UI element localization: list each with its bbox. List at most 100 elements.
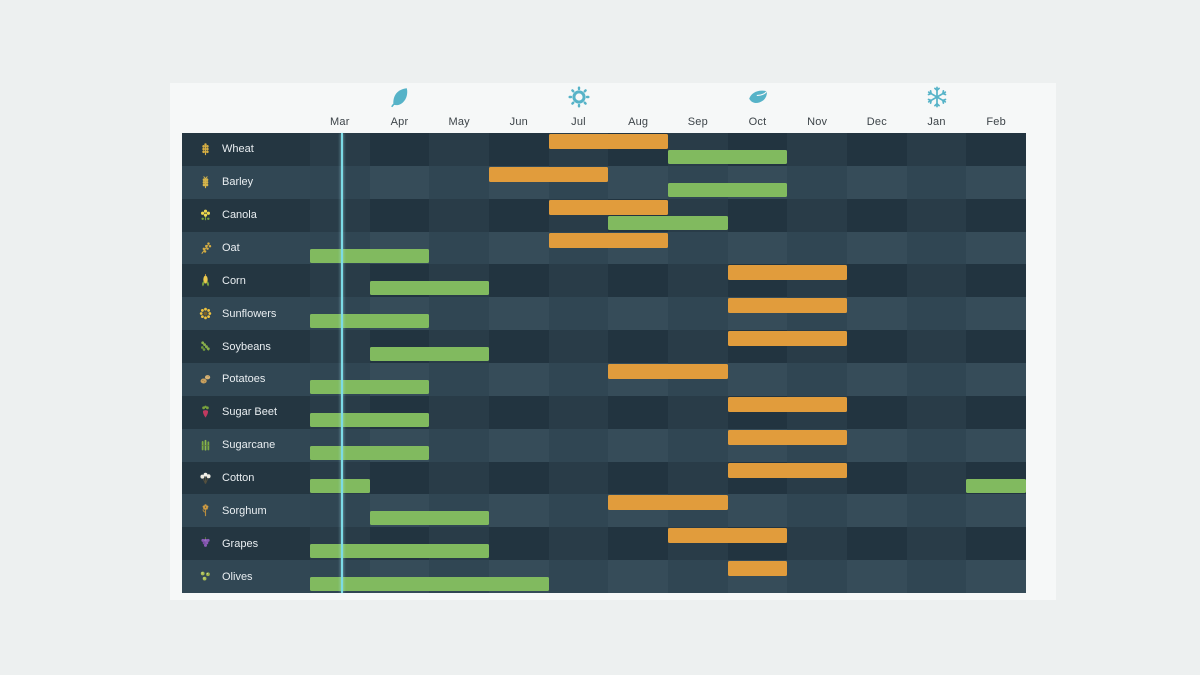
grid-cell [966, 198, 1027, 232]
crop-name: Sunflowers [222, 307, 277, 320]
grid-cell [966, 264, 1027, 298]
plant-bar [668, 150, 788, 164]
canola-icon [198, 208, 213, 223]
harvest-bar [727, 298, 847, 314]
plant-bar [369, 511, 489, 526]
crop-label-cell: Potatoes [182, 363, 310, 396]
grid-cell [966, 165, 1027, 199]
grid-cell [489, 395, 549, 429]
bars-layer [310, 297, 1026, 330]
crop-name: Olives [222, 570, 253, 583]
grid-cell [966, 395, 1027, 429]
bars-layer [310, 199, 1026, 232]
grid-cell [668, 428, 728, 462]
crop-name: Sugar Beet [222, 406, 278, 419]
plant-bar [310, 544, 489, 559]
grid-cell [489, 363, 549, 396]
crop-row-sorghum: Sorghum [182, 494, 1027, 528]
plant-bar [310, 380, 430, 395]
bars-layer [310, 166, 1026, 199]
crop-label-cell: Sunflowers [182, 297, 310, 331]
grid-cell [310, 198, 370, 232]
grid-cell [906, 264, 967, 298]
crop-row-soybeans: Soybeans [182, 330, 1027, 364]
month-cells [310, 428, 1027, 462]
grid-cell [369, 165, 430, 199]
grid-cell [668, 297, 728, 331]
grid-cell [429, 461, 490, 495]
month-label-apr: Apr [390, 116, 409, 128]
grid-cell [608, 560, 669, 594]
grid-cell [548, 461, 609, 495]
harvest-bar [727, 331, 847, 347]
month-label-sep: Sep [687, 116, 708, 128]
grid-cell [608, 428, 669, 462]
grid-cell [847, 165, 907, 199]
sunflower-icon [198, 306, 213, 321]
autumn-leaf-icon [746, 85, 770, 109]
grid-cell [369, 133, 430, 166]
grid-cell [548, 330, 609, 364]
grid-cell [727, 494, 788, 528]
grid-cell [548, 494, 609, 528]
grid-cell [966, 363, 1027, 396]
grid-cell [608, 330, 669, 364]
summer-sun-icon [567, 85, 591, 109]
sugar-beet-icon [198, 405, 213, 420]
sugarcane-icon [198, 438, 213, 453]
crop-label-cell: Corn [182, 264, 310, 298]
grid-cell [310, 494, 370, 528]
grid-cell [548, 560, 609, 594]
grid-cell [906, 494, 967, 528]
grid-cell [727, 363, 788, 396]
grid-cell [548, 297, 609, 331]
grid-cell [966, 297, 1027, 331]
grid-cell [787, 560, 848, 594]
grid-cell [966, 428, 1027, 462]
grid-cell [847, 560, 907, 594]
grid-cell [906, 560, 967, 594]
grid-cell [906, 198, 967, 232]
crop-calendar-card: Mar Apr May Jun Jul Aug Sep Oct Nov Dec Jan Feb Whe… [170, 83, 1056, 600]
crop-label-cell: Grapes [182, 527, 310, 561]
potatoes-icon [198, 372, 213, 387]
harvest-bar [727, 462, 847, 478]
grid-cell [847, 297, 907, 331]
month-cells [310, 198, 1027, 232]
crop-name: Sugarcane [222, 439, 276, 452]
plant-bar [966, 478, 1026, 493]
crop-name: Canola [222, 209, 257, 222]
grid-cell [966, 527, 1027, 561]
grid-cell [787, 231, 848, 265]
spring-leaf-icon [388, 85, 412, 109]
grid-cell [906, 297, 967, 331]
bars-layer [310, 494, 1026, 527]
month-label-jun: Jun [509, 116, 528, 128]
month-label-may: May [448, 116, 470, 128]
crop-label-cell: Oat [182, 231, 310, 265]
crop-row-corn: Corn [182, 264, 1027, 298]
crop-label-cell: Canola [182, 198, 310, 232]
bars-layer [310, 429, 1026, 462]
barley-icon [198, 175, 213, 190]
cotton-icon [198, 471, 213, 486]
grid-cell [847, 363, 907, 396]
bars-layer [310, 330, 1026, 363]
grid-cell [847, 264, 907, 298]
grid-cell [906, 428, 967, 462]
grid-cell [429, 198, 490, 232]
harvest-bar [668, 528, 788, 544]
grid-cell [548, 363, 609, 396]
grid-cell [489, 330, 549, 364]
grid-cell [966, 133, 1027, 166]
harvest-bar [727, 396, 847, 412]
harvest-bar [548, 232, 668, 248]
grid-cell [787, 198, 848, 232]
harvest-bar [608, 495, 728, 511]
grid-cell [489, 133, 549, 166]
grid-cell [847, 527, 907, 561]
grid-cell [787, 527, 848, 561]
grid-cell [548, 428, 609, 462]
grid-cell [787, 363, 848, 396]
month-label-feb: Feb [986, 116, 1006, 128]
